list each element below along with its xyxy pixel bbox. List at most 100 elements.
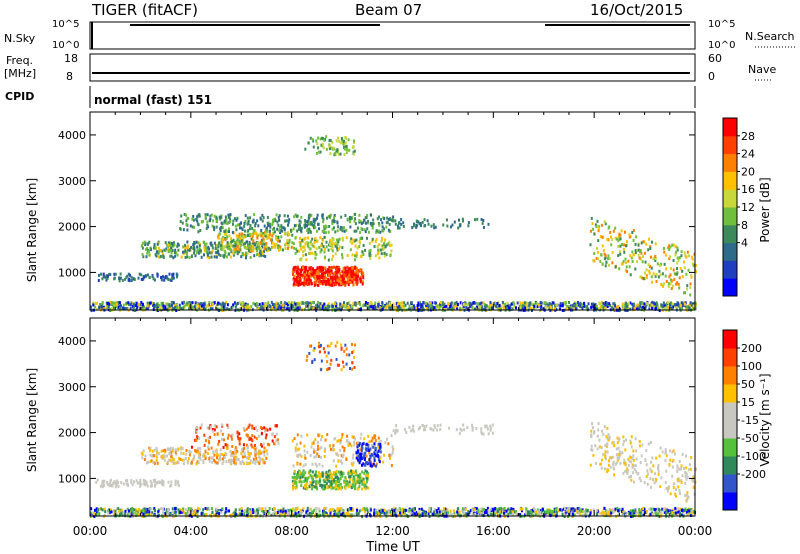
range-gate-cell xyxy=(135,479,138,483)
range-gate-cell xyxy=(331,146,334,150)
range-gate-cell xyxy=(200,513,203,517)
range-gate-cell xyxy=(322,245,325,249)
range-gate-cell xyxy=(228,509,231,513)
range-gate-cell xyxy=(244,229,247,233)
range-gate-cell xyxy=(645,242,648,246)
range-gate-cell xyxy=(321,306,324,310)
range-gate-cell xyxy=(496,301,499,305)
range-gate-cell xyxy=(572,306,575,310)
range-gate-cell xyxy=(228,245,231,249)
range-gate-cell xyxy=(315,151,318,155)
range-gate-cell xyxy=(511,512,514,516)
range-gate-cell xyxy=(233,240,236,244)
range-gate-cell xyxy=(381,236,384,240)
range-gate-cell xyxy=(252,247,255,251)
range-gate-cell xyxy=(266,229,269,233)
range-gate-cell xyxy=(340,274,343,278)
range-gate-cell xyxy=(297,510,300,514)
range-gate-cell xyxy=(377,302,380,306)
range-gate-cell xyxy=(666,300,669,304)
range-gate-cell xyxy=(166,510,169,514)
range-gate-cell xyxy=(645,274,648,278)
range-gate-cell xyxy=(639,257,642,261)
range-gate-cell xyxy=(366,227,369,231)
range-gate-cell xyxy=(564,301,567,305)
range-gate-cell xyxy=(205,242,208,246)
range-gate-cell xyxy=(512,507,515,511)
range-gate-cell xyxy=(295,271,298,275)
range-gate-cell xyxy=(680,509,683,513)
range-gate-cell xyxy=(223,306,226,310)
range-gate-cell xyxy=(260,231,263,235)
range-gate-cell xyxy=(150,301,153,305)
range-gate-cell xyxy=(342,142,345,146)
range-gate-cell xyxy=(637,243,640,247)
range-gate-cell xyxy=(371,237,374,241)
range-gate-cell xyxy=(338,245,341,249)
range-gate-cell xyxy=(403,508,406,512)
range-gate-cell xyxy=(122,511,125,515)
range-gate-cell xyxy=(383,509,386,513)
range-gate-cell xyxy=(341,282,344,286)
range-gate-cell xyxy=(219,229,222,233)
range-gate-cell xyxy=(577,303,580,307)
range-gate-cell xyxy=(668,248,671,252)
range-gate-cell xyxy=(170,246,173,250)
range-gate-cell xyxy=(498,510,501,514)
range-gate-cell xyxy=(676,301,679,305)
range-gate-cell xyxy=(238,508,241,512)
range-gate-cell xyxy=(221,309,224,313)
range-gate-cell xyxy=(544,306,547,310)
range-gate-cell xyxy=(239,237,242,241)
range-gate-cell xyxy=(686,287,689,291)
range-gate-cell xyxy=(283,232,286,236)
range-gate-cell xyxy=(595,304,598,308)
range-gate-cell xyxy=(392,302,395,306)
range-gate-cell xyxy=(501,509,504,513)
range-gate-cell xyxy=(320,265,323,269)
range-gate-cell xyxy=(316,276,319,280)
range-gate-cell xyxy=(241,240,244,244)
range-gate-cell xyxy=(608,257,611,261)
range-gate-cell xyxy=(341,512,344,516)
range-gate-cell xyxy=(205,507,208,511)
range-gate-cell xyxy=(529,306,532,310)
range-gate-cell xyxy=(229,213,232,217)
range-gate-cell xyxy=(677,302,680,306)
range-gate-cell xyxy=(167,277,170,281)
range-gate-cell xyxy=(327,273,330,277)
range-gate-cell xyxy=(677,510,680,514)
range-gate-cell xyxy=(401,304,404,308)
range-gate-cell xyxy=(631,260,634,264)
range-gate-cell xyxy=(118,509,121,513)
range-gate-cell xyxy=(381,225,384,229)
range-gate-cell xyxy=(216,251,219,255)
range-gate-cell xyxy=(310,307,313,311)
range-gate-cell xyxy=(370,213,373,217)
range-gate-cell xyxy=(331,507,334,511)
range-gate-cell xyxy=(244,219,247,223)
range-gate-cell xyxy=(303,223,306,227)
range-gate-cell xyxy=(316,303,319,307)
range-gate-cell xyxy=(115,479,118,483)
range-gate-cell xyxy=(439,304,442,308)
range-gate-cell xyxy=(428,507,431,511)
range-gate-cell xyxy=(547,303,550,307)
range-gate-cell xyxy=(338,266,341,270)
range-gate-cell xyxy=(232,248,235,252)
range-gate-cell xyxy=(461,219,464,223)
range-gate-cell xyxy=(210,307,213,311)
range-gate-cell xyxy=(459,301,462,305)
range-gate-cell xyxy=(315,510,318,514)
range-gate-cell xyxy=(617,239,620,243)
range-gate-cell xyxy=(600,253,603,257)
range-gate-cell xyxy=(358,307,361,311)
range-gate-cell xyxy=(665,267,668,271)
range-gate-cell xyxy=(299,508,302,512)
range-gate-cell xyxy=(307,282,310,286)
range-gate-cell xyxy=(164,304,167,308)
range-gate-cell xyxy=(657,307,660,311)
range-gate-cell xyxy=(362,276,365,280)
range-gate-cell xyxy=(215,307,218,311)
range-gate-cell xyxy=(107,301,110,305)
